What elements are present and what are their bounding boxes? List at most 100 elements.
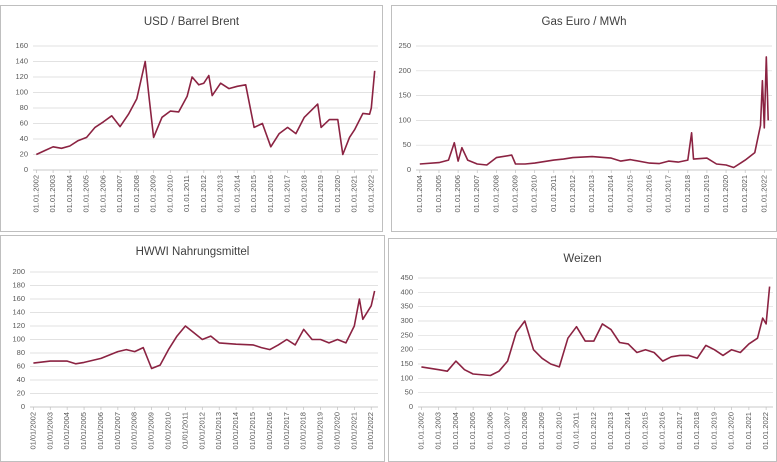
x-tick-label: 01.01.2012 xyxy=(199,175,208,213)
chart-title: USD / Barrel Brent xyxy=(144,16,240,28)
x-tick-label: 01.01.2020 xyxy=(727,412,736,450)
x-tick-label: 01.01.2016 xyxy=(644,175,653,213)
y-tick-label: 60 xyxy=(17,361,25,370)
x-tick-label: 01.01.2020 xyxy=(721,175,730,213)
x-tick-label: 01/01/2019 xyxy=(316,412,325,450)
x-tick-label: 01/01/2017 xyxy=(282,412,291,450)
x-tick-label: 01.01.2005 xyxy=(82,175,91,213)
y-tick-label: 150 xyxy=(400,359,413,368)
x-tick-label: 01/01/2022 xyxy=(366,412,375,450)
x-tick-label: 01.01.2022 xyxy=(761,412,770,450)
y-tick-label: 80 xyxy=(17,348,25,357)
y-tick-label: 140 xyxy=(12,307,25,316)
y-tick-label: 100 xyxy=(400,373,413,382)
x-tick-label: 01.01.2012 xyxy=(589,412,598,450)
y-tick-label: 300 xyxy=(400,316,413,325)
x-tick-label: 01.01.2010 xyxy=(165,175,174,213)
y-tick-label: 20 xyxy=(20,149,28,158)
y-tick-label: 250 xyxy=(398,41,411,50)
x-tick-label: 01.01.2018 xyxy=(692,412,701,450)
x-tick-label: 01.01.2017 xyxy=(664,175,673,213)
x-tick-label: 01.01.2005 xyxy=(434,175,443,213)
data-line xyxy=(421,286,771,377)
x-tick-label: 01.01.2006 xyxy=(98,175,107,213)
x-tick-label: 01.01.2014 xyxy=(232,175,241,213)
y-tick-label: 50 xyxy=(403,140,411,149)
x-tick-label: 01.01.2016 xyxy=(266,175,275,213)
x-tick-label: 01.01.2011 xyxy=(549,175,558,212)
panel-frame xyxy=(391,5,777,232)
data-line xyxy=(35,60,376,156)
x-tick-label: 01/01/2021 xyxy=(349,412,358,450)
x-tick-label: 01.01.2017 xyxy=(675,412,684,450)
y-tick-label: 0 xyxy=(407,165,411,174)
panel-frame xyxy=(0,235,385,462)
y-tick-label: 100 xyxy=(398,115,411,124)
y-tick-label: 160 xyxy=(12,294,25,303)
x-tick-label: 01.01.2009 xyxy=(511,175,520,213)
x-tick-label: 01.01.2008 xyxy=(132,175,141,213)
y-tick-label: 0 xyxy=(21,402,25,411)
x-tick-label: 01/01/2009 xyxy=(147,412,156,450)
y-tick-label: 450 xyxy=(400,273,413,282)
x-tick-label: 01.01.2018 xyxy=(299,175,308,213)
y-tick-label: 120 xyxy=(12,321,25,330)
x-tick-label: 01/01/2011 xyxy=(180,412,189,449)
x-tick-label: 01.01.2006 xyxy=(485,412,494,450)
x-tick-label: 01/01/2012 xyxy=(197,412,206,450)
y-tick-label: 200 xyxy=(400,345,413,354)
x-tick-label: 01/01/2015 xyxy=(248,412,257,450)
x-tick-label: 01.01.2002 xyxy=(31,175,40,213)
y-tick-label: 80 xyxy=(20,103,28,112)
x-tick-label: 01.01.2005 xyxy=(468,412,477,450)
x-tick-label: 01.01.2013 xyxy=(587,175,596,213)
x-tick-label: 01/01/2010 xyxy=(164,412,173,450)
x-tick-label: 01.01.2004 xyxy=(65,175,74,213)
x-tick-label: 01.01.2019 xyxy=(316,175,325,213)
x-tick-label: 01/01/2005 xyxy=(79,412,88,450)
x-tick-label: 01.01.2002 xyxy=(416,412,425,450)
panel-frame xyxy=(0,5,383,232)
x-tick-label: 01.01.2007 xyxy=(503,412,512,450)
x-tick-label: 01/01/2004 xyxy=(62,412,71,450)
x-tick-label: 01.01.2004 xyxy=(451,412,460,450)
x-tick-label: 01.01.2018 xyxy=(683,175,692,213)
x-tick-label: 01.01.2019 xyxy=(702,175,711,213)
x-tick-label: 01.01.2003 xyxy=(434,412,443,450)
x-tick-label: 01.01.2021 xyxy=(740,175,749,213)
y-tick-label: 50 xyxy=(405,388,413,397)
y-tick-label: 350 xyxy=(400,302,413,311)
x-tick-label: 01.01.2021 xyxy=(350,175,359,213)
x-tick-label: 01.01.2008 xyxy=(520,412,529,450)
data-line xyxy=(33,290,376,370)
x-tick-label: 01/01/2003 xyxy=(45,412,54,450)
y-tick-label: 40 xyxy=(20,134,28,143)
x-tick-label: 01.01.2020 xyxy=(333,175,342,213)
x-tick-label: 01.01.2022 xyxy=(366,175,375,213)
x-tick-label: 01.01.2009 xyxy=(537,412,546,450)
x-tick-label: 01.01.2007 xyxy=(115,175,124,213)
y-tick-label: 40 xyxy=(17,375,25,384)
x-tick-label: 01.01.2013 xyxy=(216,175,225,213)
x-tick-label: 01.01.2003 xyxy=(48,175,57,213)
y-tick-label: 20 xyxy=(17,388,25,397)
x-tick-label: 01.01.2022 xyxy=(759,175,768,213)
data-line xyxy=(419,56,769,169)
y-tick-label: 400 xyxy=(400,287,413,296)
x-tick-label: 01.01.2009 xyxy=(149,175,158,213)
y-tick-label: 200 xyxy=(12,267,25,276)
x-tick-label: 01.01.2010 xyxy=(554,412,563,450)
y-tick-label: 0 xyxy=(409,402,413,411)
chart-title: Gas Euro / MWh xyxy=(542,16,627,28)
chart-title: Weizen xyxy=(563,253,601,265)
x-tick-label: 01.01.2011 xyxy=(572,412,581,449)
x-tick-label: 01/01/2002 xyxy=(28,412,37,450)
x-tick-label: 01.01.2012 xyxy=(568,175,577,213)
y-tick-label: 140 xyxy=(15,56,28,65)
x-tick-label: 01.01.2014 xyxy=(623,412,632,450)
x-tick-label: 01.01.2007 xyxy=(472,175,481,213)
x-tick-label: 01/01/2016 xyxy=(265,412,274,450)
y-tick-label: 180 xyxy=(12,280,25,289)
x-tick-label: 01.01.2011 xyxy=(182,175,191,212)
